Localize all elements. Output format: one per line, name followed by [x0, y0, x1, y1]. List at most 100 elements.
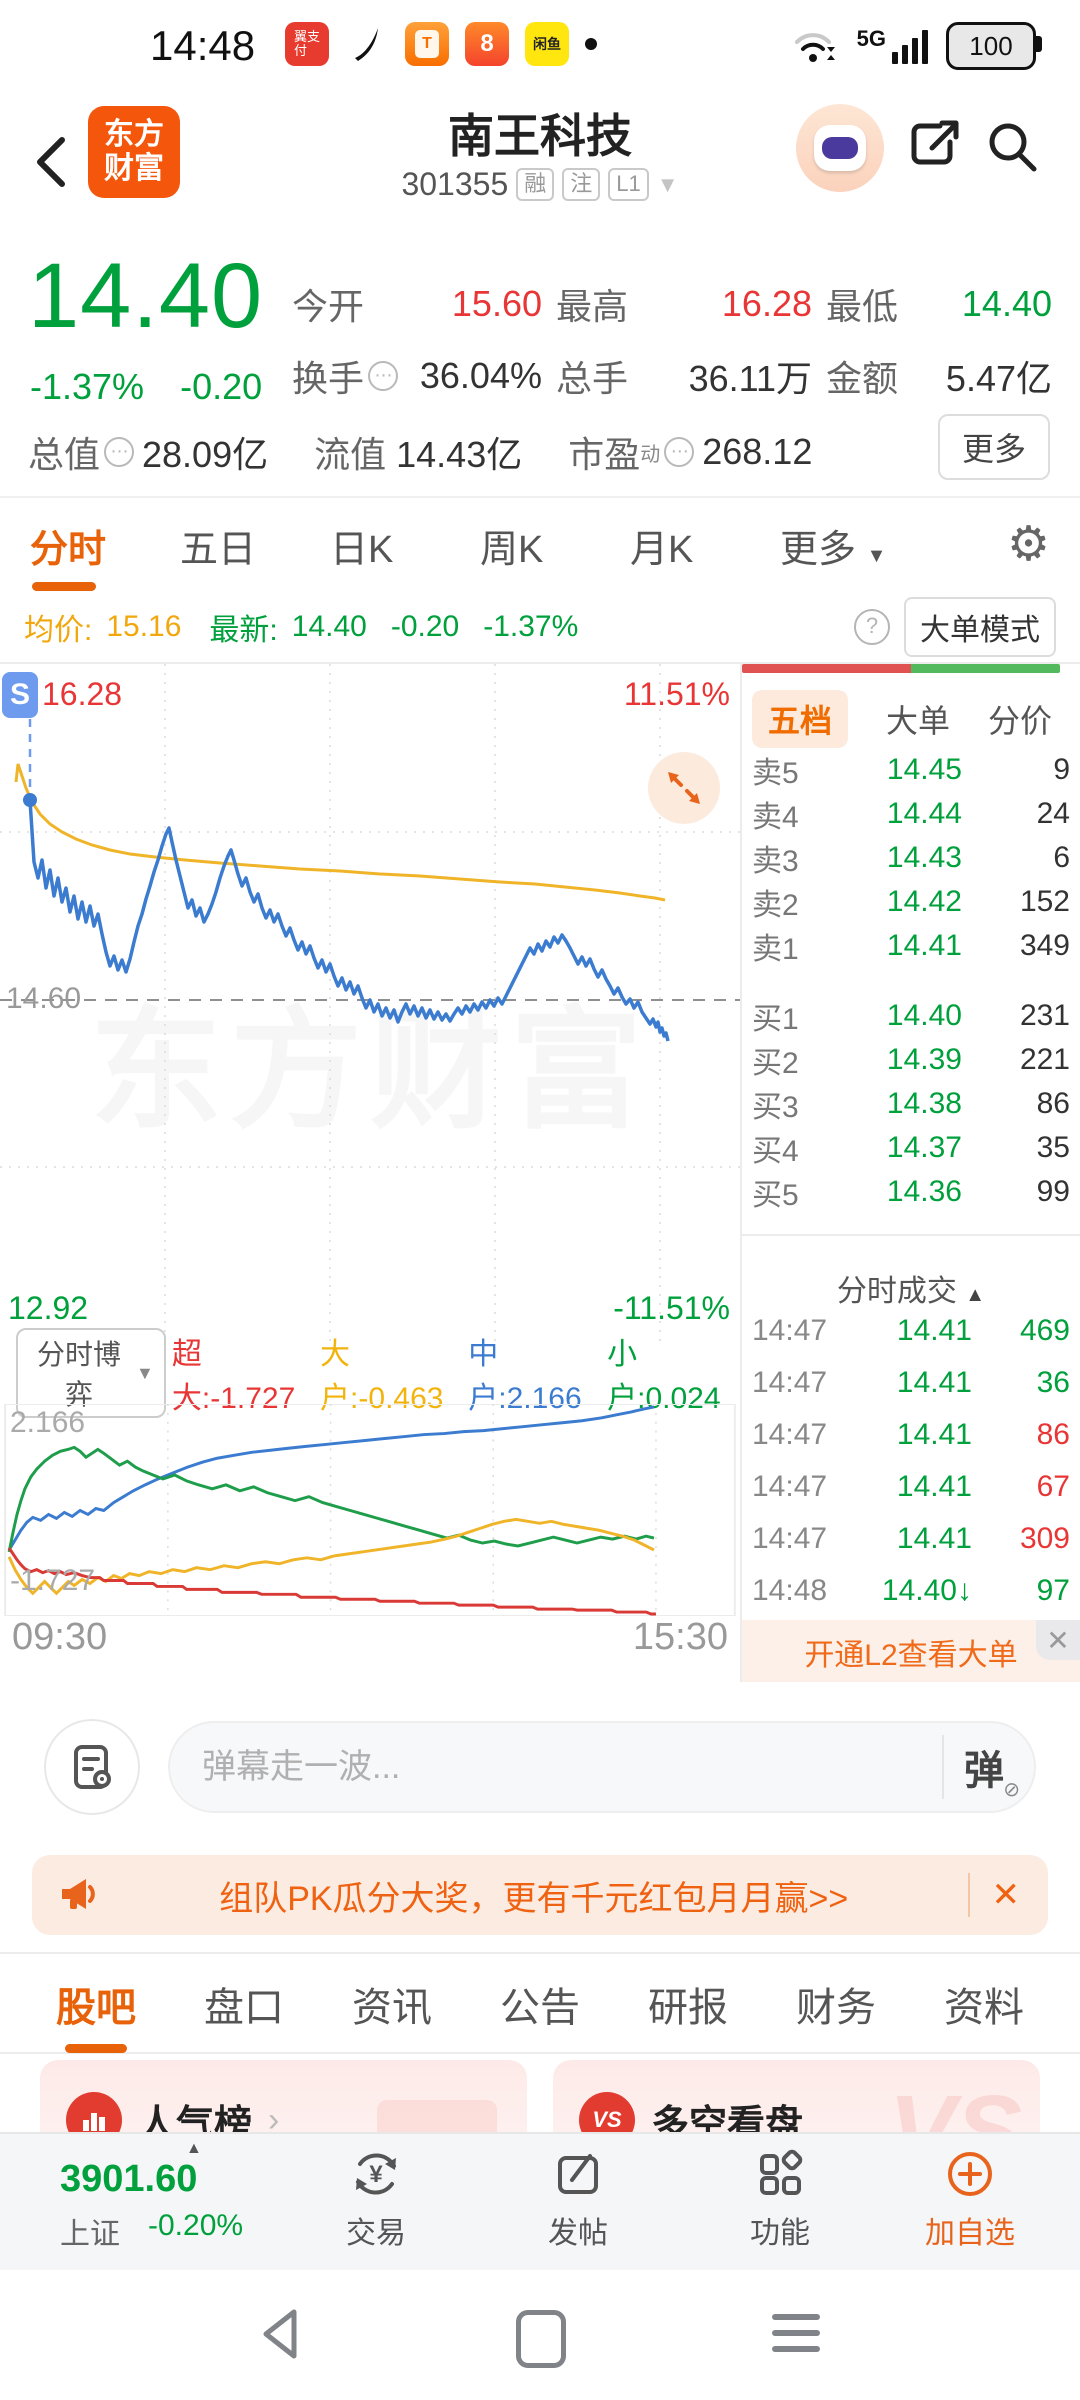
tab-monthly-k[interactable]: 月K [630, 528, 694, 571]
divider [967, 1873, 970, 1917]
fund-game-row: 分时博弈 ▼ 超大:-1.727 大户:-0.463 中户:2.166 小户:0.… [0, 1328, 740, 1418]
add-watchlist-button[interactable]: 加自选 [900, 2148, 1040, 2252]
sell-row[interactable]: 卖4 14.44 24 [752, 797, 1070, 834]
tab-weekly-k[interactable]: 周K [480, 528, 544, 571]
large-value: -0.463 [358, 1382, 444, 1415]
buy-row[interactable]: 买1 14.40 231 [752, 999, 1070, 1036]
promo-text: 组队PK瓜分大奖，更有千元红包月月赢>> [219, 1879, 849, 1918]
avg-line [14, 763, 666, 902]
index-quote[interactable]: 3901.60 上证 -0.20% [60, 2158, 243, 2253]
latest-change-pct: -1.37% [483, 610, 579, 643]
low-value: 14.40 [961, 283, 1052, 324]
eastmoney-logo[interactable]: 东方 财富 [88, 106, 180, 198]
expand-button[interactable] [648, 752, 720, 824]
grid-icon [760, 2149, 803, 2195]
tab-big-orders[interactable]: 大单 [886, 703, 951, 739]
info-icon[interactable]: ⋯ [368, 361, 399, 391]
tab-daily-k[interactable]: 日K [330, 528, 394, 571]
danmaku-input[interactable] [200, 1746, 942, 1788]
tab-pankou[interactable]: 盘口 [204, 1986, 284, 2030]
danmaku-toggle[interactable]: 弹 [942, 1735, 1020, 1802]
assistant-avatar[interactable] [796, 104, 884, 192]
level-badge: L1 [608, 168, 649, 201]
payment-app-icon: 翼支付 [285, 22, 329, 66]
index-change: -0.20% [148, 2209, 244, 2242]
bottom-action-bar: ▲ 3901.60 上证 -0.20% ¥ 交易 发帖 功能 [0, 2132, 1080, 2270]
tab-profile[interactable]: 资料 [944, 1986, 1024, 2030]
search-icon[interactable] [984, 118, 1040, 174]
tab-five-levels[interactable]: 五档 [752, 690, 849, 748]
buy-sell-ratio-bar [742, 664, 1060, 673]
functions-button[interactable]: 功能 [710, 2148, 850, 2252]
caret-down-icon: ▼ [866, 544, 887, 567]
big-order-mode-button[interactable]: 大单模式 [904, 597, 1056, 657]
chart-mid-label: 14.60 [6, 982, 82, 1015]
margin-badge: 融 [516, 168, 555, 201]
l2-upsell-banner[interactable]: 开通L2查看大单 ✕ [742, 1620, 1080, 1684]
buy-row[interactable]: 买2 14.39 221 [752, 1043, 1070, 1080]
battery-icon: 100 [946, 22, 1042, 70]
sell-row[interactable]: 卖1 14.41 349 [752, 929, 1070, 966]
nav-home-icon[interactable] [516, 2310, 566, 2368]
open-marker [23, 793, 37, 807]
promo-banner[interactable]: 组队PK瓜分大奖，更有千元红包月月赢>> ✕ [32, 1855, 1048, 1935]
game-selector-button[interactable]: 分时博弈 ▼ [16, 1328, 166, 1418]
fund-flow-chart[interactable] [0, 1404, 740, 1616]
stock-title: 南王科技 [448, 110, 632, 162]
info-icon[interactable]: ⋯ [104, 437, 135, 467]
collapse-handle-icon[interactable]: ▲ [186, 2140, 202, 2157]
buy-row[interactable]: 买4 14.37 35 [752, 1131, 1070, 1168]
chart-min-label: 12.92 [8, 1290, 89, 1326]
order-panel: 五档 大单 分价 卖5 14.45 9 卖4 14.44 24 卖3 14.43 6 卖2 1… [742, 664, 1080, 1684]
trade-button[interactable]: ¥ 交易 [306, 2148, 446, 2252]
chart-max-label: 16.28 [42, 676, 123, 712]
info-icon[interactable]: ⋯ [664, 437, 695, 467]
sell-row[interactable]: 卖2 14.42 152 [752, 885, 1070, 922]
tab-guba[interactable]: 股吧 [56, 1975, 136, 2033]
tab-price-dist[interactable]: 分价 [988, 703, 1053, 739]
stats-row-3: 总值 ⋯ 28.09亿 流值 14.43亿 市盈动 ⋯ 268.12 [28, 426, 928, 478]
help-icon[interactable]: ? [854, 609, 890, 645]
comment-bar: 弹 [0, 1682, 1080, 1852]
gear-icon[interactable]: ⚙ [1006, 518, 1050, 571]
tab-announcements[interactable]: 公告 [500, 1986, 580, 2030]
tab-more[interactable]: 更多 ▼ [780, 528, 887, 571]
more-stats-button[interactable]: 更多 [937, 414, 1050, 480]
status-bar: 14:48 翼支付 T 8 闲鱼 5G 100 [0, 0, 1080, 90]
nav-recents-icon[interactable] [772, 2314, 820, 2352]
sell-row[interactable]: 卖5 14.45 9 [752, 753, 1070, 790]
nav-back-icon[interactable] [258, 2308, 302, 2360]
divider [742, 1234, 1080, 1236]
tick-list-title[interactable]: 分时成交 ▲ [836, 1275, 986, 1308]
stock-subtitle[interactable]: 301355 融 注 L1 ▼ [0, 166, 1080, 203]
share-icon[interactable] [906, 118, 962, 174]
tab-financials[interactable]: 财务 [796, 1986, 876, 2030]
marketcap-value: 28.09亿 [142, 434, 269, 475]
buy-row[interactable]: 买3 14.38 86 [752, 1087, 1070, 1124]
chart-min-pct-label: -11.51% [613, 1290, 730, 1326]
tab-5day[interactable]: 五日 [180, 528, 257, 571]
close-icon[interactable]: ✕ [1036, 1620, 1080, 1660]
quote-block: 14.40 -1.37% -0.20 今开 15.60 最高 16.28 最低 14.… [0, 238, 1080, 496]
chevron-down-icon: ▼ [656, 171, 679, 197]
tab-news[interactable]: 资讯 [352, 1986, 432, 2030]
tab-minute[interactable]: 分时 [30, 518, 180, 591]
wifi-icon [794, 33, 835, 62]
close-icon[interactable]: ✕ [991, 1876, 1021, 1914]
stock-code: 301355 [401, 166, 509, 202]
tab-research[interactable]: 研报 [648, 1986, 728, 2030]
post-button[interactable]: 发帖 [508, 2148, 648, 2252]
price-line-chart[interactable] [0, 664, 740, 1342]
buy-row[interactable]: 买5 14.36 99 [752, 1175, 1070, 1212]
medium-line [7, 1405, 655, 1551]
signal-icon: 5G [857, 28, 928, 64]
feed-button[interactable] [44, 1719, 140, 1815]
pe-value: 268.12 [702, 431, 813, 472]
envelope-app-icon: T [405, 22, 449, 66]
danmaku-input-wrap[interactable]: 弹 [168, 1721, 1036, 1813]
avg-label: 均价: [24, 614, 93, 647]
sell-row[interactable]: 卖3 14.43 6 [752, 841, 1070, 878]
back-icon[interactable] [34, 136, 68, 188]
